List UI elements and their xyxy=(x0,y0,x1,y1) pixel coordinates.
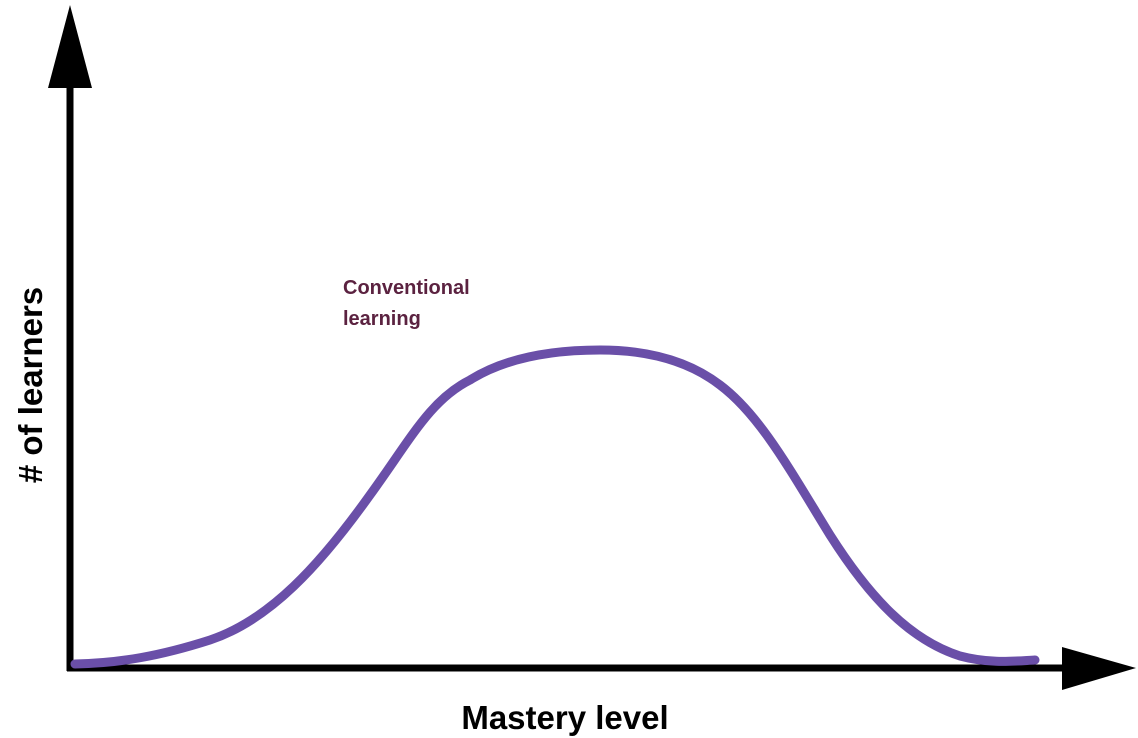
y-axis-arrow xyxy=(48,5,92,88)
distribution-curve xyxy=(70,345,1040,669)
x-axis-arrow xyxy=(1062,647,1136,690)
curve-label: learning xyxy=(343,308,421,330)
y-axis-label: # of learners xyxy=(12,287,49,483)
curve-label: Conventional xyxy=(343,277,470,299)
x-axis-label: Mastery level xyxy=(461,699,668,736)
